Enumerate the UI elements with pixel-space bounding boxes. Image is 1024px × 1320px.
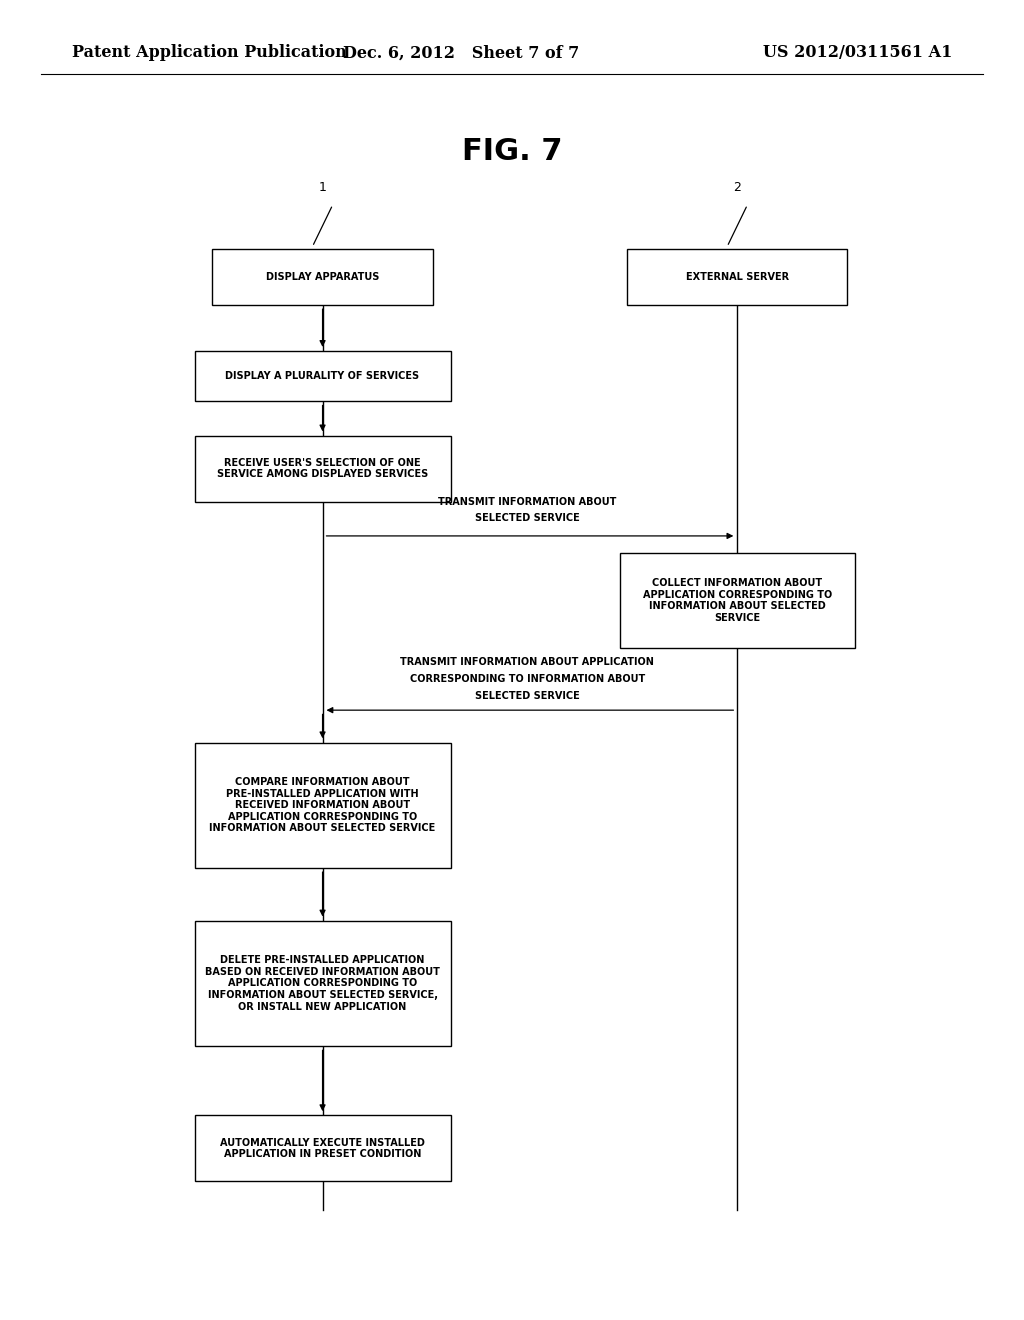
Text: FIG. 7: FIG. 7 bbox=[462, 137, 562, 166]
Text: SELECTED SERVICE: SELECTED SERVICE bbox=[475, 690, 580, 701]
Bar bbox=[195, 436, 451, 502]
Text: TRANSMIT INFORMATION ABOUT APPLICATION: TRANSMIT INFORMATION ABOUT APPLICATION bbox=[400, 656, 654, 667]
Text: US 2012/0311561 A1: US 2012/0311561 A1 bbox=[763, 45, 952, 61]
Bar bbox=[195, 351, 451, 401]
Text: 1: 1 bbox=[318, 181, 327, 194]
Text: DISPLAY APPARATUS: DISPLAY APPARATUS bbox=[266, 272, 379, 282]
Text: DISPLAY A PLURALITY OF SERVICES: DISPLAY A PLURALITY OF SERVICES bbox=[225, 371, 420, 381]
Bar bbox=[627, 249, 847, 305]
Text: TRANSMIT INFORMATION ABOUT: TRANSMIT INFORMATION ABOUT bbox=[438, 496, 616, 507]
Text: 2: 2 bbox=[733, 181, 741, 194]
Text: Dec. 6, 2012   Sheet 7 of 7: Dec. 6, 2012 Sheet 7 of 7 bbox=[343, 45, 579, 61]
Bar bbox=[195, 921, 451, 1045]
Text: CORRESPONDING TO INFORMATION ABOUT: CORRESPONDING TO INFORMATION ABOUT bbox=[410, 673, 645, 684]
Bar bbox=[195, 1115, 451, 1181]
Text: SELECTED SERVICE: SELECTED SERVICE bbox=[475, 512, 580, 523]
Text: COLLECT INFORMATION ABOUT
APPLICATION CORRESPONDING TO
INFORMATION ABOUT SELECTE: COLLECT INFORMATION ABOUT APPLICATION CO… bbox=[643, 578, 831, 623]
Bar bbox=[620, 553, 855, 648]
Text: AUTOMATICALLY EXECUTE INSTALLED
APPLICATION IN PRESET CONDITION: AUTOMATICALLY EXECUTE INSTALLED APPLICAT… bbox=[220, 1138, 425, 1159]
Bar bbox=[213, 249, 432, 305]
Text: RECEIVE USER'S SELECTION OF ONE
SERVICE AMONG DISPLAYED SERVICES: RECEIVE USER'S SELECTION OF ONE SERVICE … bbox=[217, 458, 428, 479]
Bar bbox=[195, 742, 451, 869]
Text: COMPARE INFORMATION ABOUT
PRE-INSTALLED APPLICATION WITH
RECEIVED INFORMATION AB: COMPARE INFORMATION ABOUT PRE-INSTALLED … bbox=[210, 777, 435, 833]
Text: EXTERNAL SERVER: EXTERNAL SERVER bbox=[686, 272, 788, 282]
Text: DELETE PRE-INSTALLED APPLICATION
BASED ON RECEIVED INFORMATION ABOUT
APPLICATION: DELETE PRE-INSTALLED APPLICATION BASED O… bbox=[205, 956, 440, 1011]
Text: Patent Application Publication: Patent Application Publication bbox=[72, 45, 346, 61]
